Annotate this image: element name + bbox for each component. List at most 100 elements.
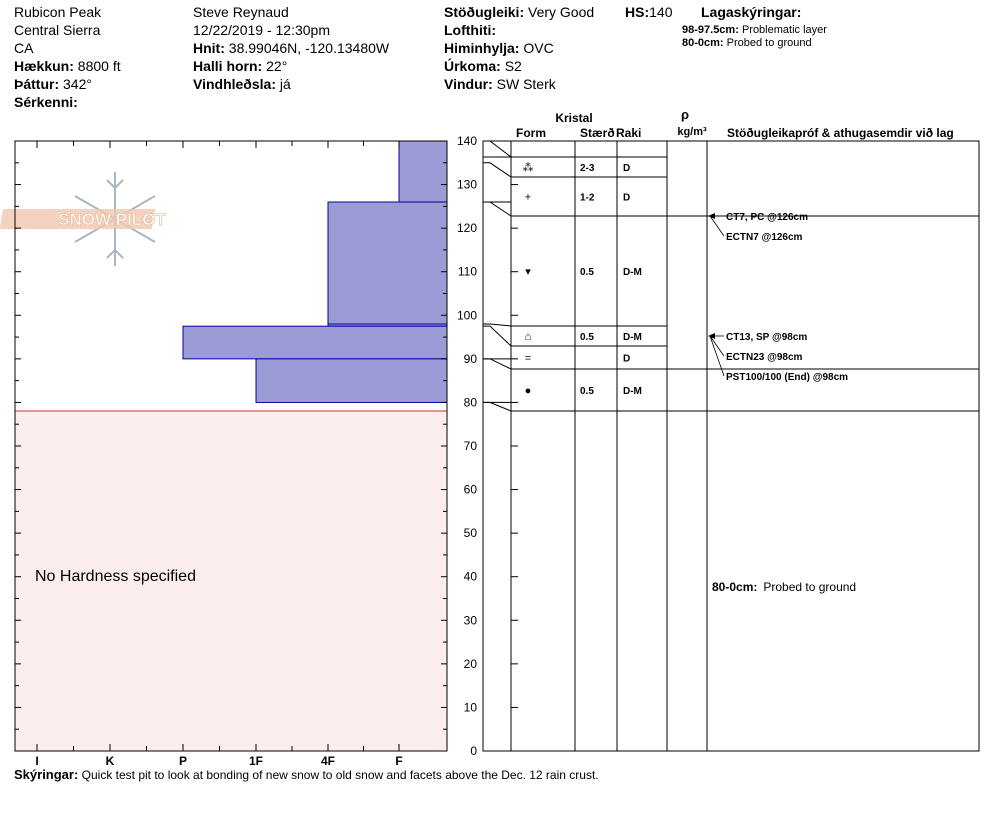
- test-result: CT13, SP @98cm: [726, 332, 807, 343]
- snow-profile-chart: SNOW PILOT I K P 1F 4F F 0 10 20 30 40 50 60 70 80 90 1…: [0, 107, 980, 768]
- stability-value: Very Good: [528, 4, 595, 20]
- legend-item-1-range: 98-97.5cm:: [682, 24, 739, 36]
- grain-size: 0.5: [580, 267, 594, 278]
- wind-loading-label: Vindhleðsla:: [193, 76, 276, 92]
- depth-tick-label: 50: [464, 526, 478, 540]
- slope: Halli horn: 22°: [193, 57, 287, 75]
- table-depth-ticks: [511, 184, 518, 708]
- coords: Hnit: 38.99046N, -120.13480W: [193, 39, 389, 57]
- aspect-label: Þáttur:: [14, 76, 60, 92]
- depth-connector: [483, 323, 512, 327]
- depth-tick-label: 70: [464, 439, 478, 453]
- hardness-bar: [255, 358, 448, 403]
- logo-banner: [0, 209, 156, 229]
- precip: Úrkoma: S2: [444, 57, 522, 75]
- hardness-bar: [182, 325, 448, 360]
- test-arrow: [709, 215, 725, 237]
- test-arrow: [709, 335, 725, 357]
- rho-header: ρ: [681, 107, 689, 122]
- grain-size: 0.5: [580, 332, 594, 343]
- moisture-value: D-M: [623, 386, 642, 397]
- sky-label: Himinhylja:: [444, 40, 520, 56]
- tests-header: Stöðugleikapróf & athugasemdir við lag: [727, 126, 954, 140]
- arrow-head-icon: [708, 213, 715, 219]
- observer: Steve Reynaud: [193, 4, 289, 20]
- melt-forms-icon: ●: [525, 385, 532, 397]
- depth-tick-label: 10: [464, 700, 478, 714]
- hardness-tick-label: K: [106, 754, 115, 768]
- legend-item-2: 80-0cm: Probed to ground: [682, 37, 812, 50]
- wind-label: Vindur:: [444, 76, 493, 92]
- wind-loading: Vindhleðsla: já: [193, 75, 291, 93]
- depth-tick-label: 80: [464, 395, 478, 409]
- depth-connector: [483, 140, 512, 158]
- depth-tick-label: 140: [457, 134, 477, 148]
- datetime: 12/22/2019 - 12:30pm: [193, 22, 330, 38]
- logo-text: SNOW PILOT: [58, 210, 166, 229]
- location: Rubicon Peak: [14, 4, 102, 20]
- grain-size: 2-3: [580, 163, 595, 174]
- coords-label: Hnit:: [193, 40, 225, 56]
- hardness-tick-label: P: [179, 754, 187, 768]
- hardness-axis: I K P 1F 4F F: [35, 141, 403, 768]
- precip-value: S2: [504, 58, 522, 74]
- hs-value: 140: [649, 4, 673, 20]
- range: Central Sierra: [14, 22, 101, 38]
- form-header: Form: [516, 126, 546, 140]
- size-header: Stærð: [580, 126, 615, 140]
- layer-rows: ⁂ 2-3 D + 1-2 D ▾ 0.5 D-M ⌂ 0.5 D-M = D ● 0.5 D-M: [483, 140, 979, 412]
- hardness-tick-label: 1F: [249, 754, 263, 768]
- elevation-value: 8800 ft: [77, 58, 121, 74]
- test-arrow: [709, 335, 725, 377]
- slope-value: 22°: [266, 58, 288, 74]
- stability: Stöðugleiki: Very Good: [444, 3, 594, 21]
- footer-text: Quick test pit to look at bonding of new…: [81, 768, 599, 782]
- wind-loading-value: já: [279, 76, 291, 92]
- footer-label: Skýringar:: [14, 767, 79, 782]
- decomposing-fragmented-icon: ⁂: [523, 162, 534, 174]
- depth-tick-label: 60: [464, 483, 478, 497]
- legend-item-1-text: Problematic layer: [741, 24, 827, 36]
- depth-tick-label: 40: [464, 570, 478, 584]
- aspect: Þáttur: 342°: [14, 75, 92, 93]
- precip-label: Úrkoma:: [444, 58, 501, 74]
- moisture-value: D-M: [623, 332, 642, 343]
- legend-item-1: 98-97.5cm: Problematic layer: [682, 24, 827, 37]
- crystal-header: Kristal: [555, 111, 592, 125]
- features-label: Sérkenni:: [14, 94, 78, 110]
- footer-notes: Skýringar: Quick test pit to look at bon…: [14, 767, 599, 782]
- depth-tick-label: 110: [458, 265, 477, 279]
- slope-label: Halli horn:: [193, 58, 263, 74]
- hs: HS:140: [625, 3, 672, 21]
- hardness-bars: [182, 140, 448, 403]
- moisture-value: D: [623, 354, 630, 365]
- layer-table-frame: [482, 140, 980, 752]
- legend-item-2-range: 80-0cm:: [682, 37, 724, 49]
- faceted-rounded-icon: ⌂: [525, 331, 532, 343]
- depth-axis: 0 10 20 30 40 50 60 70 80 90 100 110 120 130 140: [457, 134, 477, 758]
- grain-size: 1-2: [580, 193, 595, 204]
- stability-tests: CT7, PC @126cm ECTN7 @126cm CT13, SP @98cm…: [708, 212, 848, 383]
- snowpilot-logo: SNOW PILOT: [0, 172, 167, 266]
- depth-tick-label: 0: [470, 744, 477, 758]
- moisture-value: D-M: [623, 267, 642, 278]
- depth-tick-label: 30: [464, 613, 478, 627]
- moisture-value: D: [623, 193, 630, 204]
- depth-tick-label: 20: [464, 657, 478, 671]
- elevation-label: Hækkun:: [14, 58, 74, 74]
- air-temp-label: Lofthiti:: [444, 22, 497, 38]
- elevation: Hækkun: 8800 ft: [14, 57, 121, 75]
- no-hardness-label: No Hardness specified: [35, 568, 196, 585]
- depth-connector: [483, 162, 512, 178]
- test-result: ECTN7 @126cm: [726, 232, 803, 243]
- test-result: ECTN23 @98cm: [726, 352, 803, 363]
- no-hardness-region: [15, 411, 447, 751]
- hardness-tick-label: F: [395, 754, 402, 768]
- legend-title: Lagaskýringar:: [701, 4, 802, 20]
- moisture-header: Raki: [616, 126, 641, 140]
- test-result: PST100/100 (End) @98cm: [726, 372, 848, 383]
- comment-80-label: 80-0cm:: [712, 580, 757, 594]
- wind: Vindur: SW Sterk: [444, 75, 556, 93]
- grain-size: 0.5: [580, 386, 594, 397]
- hs-label: HS:: [625, 4, 650, 20]
